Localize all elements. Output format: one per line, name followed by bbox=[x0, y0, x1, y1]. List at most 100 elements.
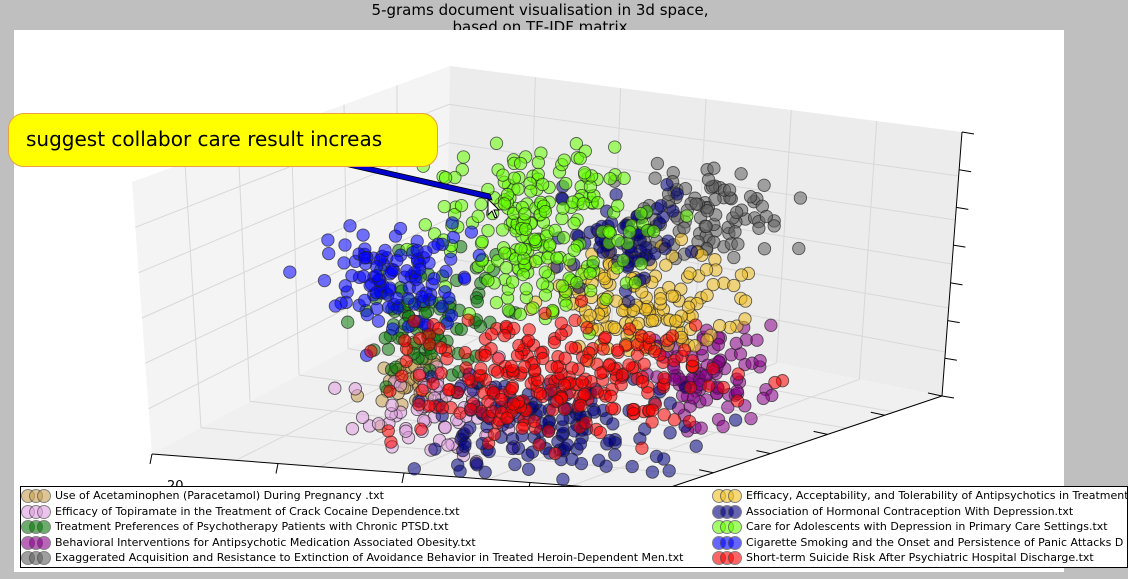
legend-marker-icon bbox=[712, 520, 744, 534]
z-tick bbox=[956, 206, 969, 210]
data-point bbox=[560, 438, 574, 452]
data-point bbox=[683, 380, 698, 395]
z-tick bbox=[944, 357, 957, 361]
data-point bbox=[463, 421, 477, 435]
data-point bbox=[738, 312, 752, 326]
data-point bbox=[341, 315, 355, 329]
data-point bbox=[576, 196, 590, 211]
data-point bbox=[556, 472, 570, 487]
data-point bbox=[645, 313, 660, 328]
data-point bbox=[559, 176, 573, 191]
data-point bbox=[617, 171, 631, 185]
data-point bbox=[427, 272, 441, 286]
data-point bbox=[470, 458, 484, 472]
z-tick bbox=[950, 282, 963, 286]
data-point bbox=[660, 178, 674, 192]
data-point bbox=[526, 301, 540, 315]
data-point bbox=[378, 243, 392, 258]
data-point bbox=[506, 397, 521, 411]
data-point bbox=[680, 209, 694, 223]
data-point bbox=[694, 421, 708, 435]
data-point bbox=[444, 252, 458, 266]
data-point bbox=[415, 383, 429, 397]
data-point bbox=[462, 372, 476, 386]
data-point bbox=[567, 216, 581, 231]
data-point bbox=[634, 257, 648, 271]
data-point bbox=[472, 248, 486, 263]
data-point bbox=[731, 367, 745, 381]
data-point bbox=[454, 198, 469, 213]
data-point bbox=[569, 137, 584, 151]
data-point bbox=[442, 291, 456, 305]
data-point bbox=[707, 161, 721, 175]
data-point bbox=[438, 171, 453, 185]
data-point bbox=[793, 191, 808, 205]
data-point bbox=[348, 382, 362, 396]
data-point bbox=[507, 321, 521, 336]
data-point bbox=[567, 243, 581, 257]
annotation-tooltip: suggest collabor care result increas bbox=[8, 113, 438, 167]
data-point bbox=[583, 308, 597, 323]
data-point bbox=[500, 411, 514, 425]
data-point bbox=[328, 299, 343, 313]
data-point bbox=[511, 182, 525, 196]
data-point bbox=[728, 225, 742, 239]
data-point bbox=[538, 265, 552, 279]
data-point bbox=[317, 273, 332, 288]
data-point bbox=[543, 238, 557, 252]
data-point bbox=[666, 204, 680, 218]
data-point bbox=[494, 392, 508, 407]
data-point bbox=[535, 177, 550, 192]
data-point bbox=[599, 292, 613, 307]
data-point bbox=[661, 234, 675, 248]
data-point bbox=[524, 184, 538, 198]
data-point bbox=[390, 291, 404, 305]
data-point bbox=[738, 294, 753, 308]
data-point bbox=[513, 307, 527, 321]
data-point bbox=[603, 171, 617, 186]
data-point bbox=[407, 462, 421, 476]
y-tick bbox=[813, 430, 828, 435]
data-point bbox=[481, 273, 495, 288]
y-tick bbox=[756, 450, 771, 455]
data-point bbox=[519, 282, 533, 296]
data-point bbox=[442, 383, 456, 397]
data-point bbox=[499, 261, 513, 275]
data-point bbox=[504, 359, 518, 373]
data-point bbox=[538, 204, 553, 219]
data-point bbox=[573, 437, 588, 451]
data-point bbox=[440, 352, 454, 366]
legend-marker-icon bbox=[712, 535, 744, 550]
data-point bbox=[555, 279, 570, 293]
data-point bbox=[381, 342, 396, 356]
data-point bbox=[554, 316, 568, 330]
data-point bbox=[622, 225, 637, 239]
data-point bbox=[399, 424, 413, 438]
data-point bbox=[356, 269, 371, 283]
data-point bbox=[731, 237, 745, 251]
data-point bbox=[579, 353, 594, 368]
data-point bbox=[593, 425, 607, 440]
data-point bbox=[461, 313, 475, 327]
data-point bbox=[550, 394, 564, 408]
data-point bbox=[498, 246, 512, 260]
data-point bbox=[369, 268, 384, 283]
data-point bbox=[750, 333, 764, 347]
data-point bbox=[711, 337, 725, 352]
data-point bbox=[356, 228, 370, 242]
legend: Use of Acetaminophen (Paracetamol) Durin… bbox=[20, 486, 1128, 568]
data-point bbox=[453, 464, 467, 478]
data-point bbox=[531, 155, 546, 170]
legend-label: Behavioral Interventions for Antipsychot… bbox=[55, 535, 476, 549]
z-tick bbox=[959, 169, 972, 173]
legend-label: Efficacy, Acceptability, and Tolerabilit… bbox=[746, 489, 1128, 502]
data-point bbox=[670, 187, 684, 201]
data-point bbox=[706, 277, 720, 292]
data-point bbox=[689, 197, 703, 211]
data-point bbox=[489, 136, 504, 150]
data-point bbox=[538, 306, 552, 321]
z-tick bbox=[953, 244, 966, 248]
data-point bbox=[441, 438, 455, 452]
data-point bbox=[706, 361, 720, 376]
legend-marker-icon bbox=[21, 504, 53, 519]
